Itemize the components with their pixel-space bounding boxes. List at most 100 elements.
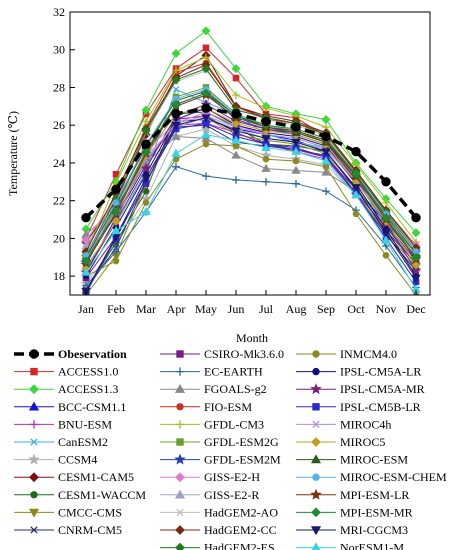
series-inmcm4-0: [82, 140, 420, 295]
legend-marker: [175, 367, 185, 376]
data-point: [322, 187, 330, 196]
observation-point: [111, 184, 121, 195]
observation-point: [171, 109, 181, 119]
legend-marker: [28, 508, 40, 518]
series-line: [85, 103, 417, 273]
legend-item: IPSL-CM5A-MR: [296, 382, 425, 396]
data-point: [231, 135, 241, 144]
data-point: [202, 44, 210, 52]
y-tick-label: 20: [53, 231, 65, 245]
data-point: [351, 184, 361, 193]
x-tick-label: Jun: [228, 302, 245, 316]
legend: Obeservation ACCESS1.0 ACCESS1.3 BCC-CSM1.1…: [14, 347, 447, 550]
legend-marker: [174, 489, 186, 499]
legend-marker: [311, 437, 321, 447]
data-point: [141, 147, 151, 157]
legend-item: HadGEM2-AO: [160, 505, 278, 519]
data-point: [201, 129, 211, 138]
data-point: [232, 91, 240, 99]
series-line: [85, 107, 417, 269]
legend-label: HadGEM2-CC: [204, 523, 277, 537]
x-tick-label: Aug: [286, 302, 307, 316]
series-gfdl-cm3: [82, 53, 420, 258]
legend-marker: [311, 542, 321, 550]
legend-label: CNRM-CM5: [58, 523, 122, 537]
y-axis-title: Temperature (℃): [6, 111, 20, 196]
observation-point: [291, 122, 301, 132]
legend-marker: [29, 420, 39, 429]
data-point: [201, 88, 211, 98]
legend-item: BNU-ESM: [14, 417, 112, 431]
data-point: [112, 247, 120, 256]
data-point: [262, 155, 270, 163]
legend-item: ACCESS1.3: [14, 382, 118, 396]
legend-item: CNRM-CM5: [14, 523, 122, 537]
data-point: [111, 226, 121, 235]
series-line: [85, 122, 417, 294]
data-point: [231, 118, 241, 128]
data-point: [172, 86, 180, 93]
y-tick-label: 30: [53, 43, 65, 57]
y-tick-label: 32: [53, 5, 65, 19]
legend-marker: [30, 491, 38, 499]
legend-label: MIROC5: [340, 435, 385, 449]
legend-item: MRI-CGCM3: [296, 523, 408, 537]
legend-item: MIROC5: [296, 435, 385, 449]
legend-marker: [176, 403, 184, 411]
legend-label: CanESM2: [58, 435, 108, 449]
data-point: [141, 207, 151, 216]
data-point: [381, 229, 391, 238]
data-point: [262, 178, 270, 186]
data-point: [141, 105, 151, 115]
legend-marker: [28, 453, 40, 465]
series-line: [85, 67, 417, 256]
legend-item: Obeservation: [14, 347, 127, 361]
legend-item: NorESM1-M: [296, 541, 404, 550]
data-point: [171, 121, 181, 131]
legend-label: FIO-ESM: [204, 400, 252, 414]
legend-marker: [311, 507, 321, 518]
legend-item: GISS-E2-H: [160, 470, 260, 484]
observation-layer: [81, 103, 421, 223]
legend-label: CESM1-WACCM: [58, 488, 146, 502]
legend-item: HadGEM2-CC: [160, 523, 277, 537]
legend-label: HadGEM2-AO: [204, 505, 278, 519]
legend-item: FGOALS-g2: [160, 382, 267, 396]
y-tick-label: 28: [53, 80, 65, 94]
data-point: [202, 172, 210, 180]
legend-label: BCC-CSM1.1: [58, 400, 126, 414]
observation-point: [351, 146, 361, 157]
legend-label: IPSL-CM5A-LR: [340, 365, 421, 379]
legend-label: MRI-CGCM3: [340, 523, 408, 537]
legend-item: MPI-ESM-LR: [296, 488, 409, 502]
data-point: [411, 260, 421, 270]
data-point: [382, 252, 390, 259]
data-point: [261, 143, 271, 152]
data-point: [171, 99, 181, 109]
legend-item: CMCC-CMS: [14, 505, 122, 519]
legend-marker: [29, 472, 39, 483]
legend-marker: [176, 508, 184, 517]
observation-point: [201, 103, 211, 113]
legend-item: EC-EARTH: [160, 365, 263, 379]
legend-marker: [29, 349, 39, 359]
legend-label: CESM1-CAM5: [58, 470, 134, 484]
legend-item: GFDL-CM3: [160, 417, 264, 431]
data-point: [111, 207, 121, 217]
legend-item: IPSL-CM5B-LR: [296, 400, 421, 414]
legend-item: MIROC4h: [296, 417, 391, 431]
legend-item: HadGEM2-ES: [160, 541, 275, 550]
series-noresm1-m: [81, 129, 421, 293]
series-line: [85, 117, 417, 295]
data-point: [202, 53, 210, 62]
legend-item: MIROC-ESM: [296, 453, 408, 467]
data-point: [321, 156, 331, 165]
y-tick-label: 24: [53, 156, 65, 170]
data-point: [171, 75, 181, 85]
x-axis-title: Month: [236, 331, 268, 345]
legend-label: MIROC4h: [340, 417, 391, 431]
series-line: [85, 94, 417, 264]
legend-marker: [312, 350, 320, 358]
legend-marker: [174, 383, 186, 393]
y-axis: 18 20 22 24 26 28 30 32: [53, 5, 75, 283]
